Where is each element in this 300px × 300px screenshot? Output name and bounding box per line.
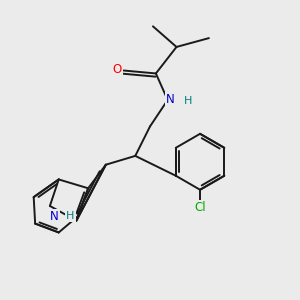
Text: N: N: [166, 93, 175, 106]
Text: Cl: Cl: [194, 201, 206, 214]
Text: O: O: [112, 62, 122, 76]
Text: N: N: [50, 210, 59, 223]
Text: H: H: [66, 211, 75, 221]
Text: H: H: [184, 96, 193, 106]
